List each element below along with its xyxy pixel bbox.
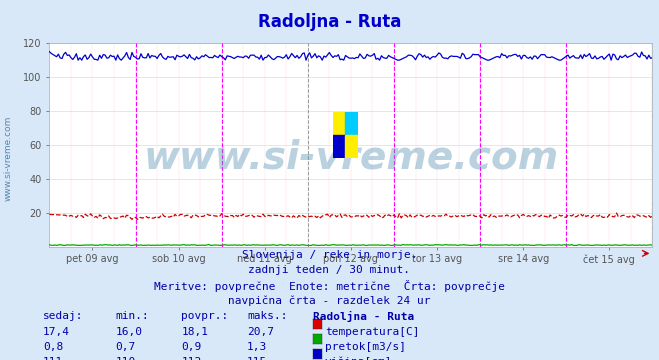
Text: 17,4: 17,4 <box>43 327 70 337</box>
Text: 110: 110 <box>115 357 136 360</box>
Text: 20,7: 20,7 <box>247 327 274 337</box>
Text: 111: 111 <box>43 357 63 360</box>
Text: www.si-vreme.com: www.si-vreme.com <box>4 116 13 201</box>
Text: temperatura[C]: temperatura[C] <box>325 327 419 337</box>
Bar <box>345 112 358 135</box>
Text: zadnji teden / 30 minut.: zadnji teden / 30 minut. <box>248 265 411 275</box>
Text: Radoljna - Ruta: Radoljna - Ruta <box>258 13 401 31</box>
Text: 0,7: 0,7 <box>115 342 136 352</box>
Text: 112: 112 <box>181 357 202 360</box>
Text: maks.:: maks.: <box>247 311 287 321</box>
Text: Meritve: povprečne  Enote: metrične  Črta: povprečje: Meritve: povprečne Enote: metrične Črta:… <box>154 280 505 292</box>
Bar <box>333 112 345 135</box>
Bar <box>333 135 345 158</box>
Text: Radoljna - Ruta: Radoljna - Ruta <box>313 311 415 323</box>
Text: www.si-vreme.com: www.si-vreme.com <box>143 138 559 176</box>
Text: višina[cm]: višina[cm] <box>325 357 392 360</box>
Text: pretok[m3/s]: pretok[m3/s] <box>325 342 406 352</box>
Text: 0,9: 0,9 <box>181 342 202 352</box>
Text: 1,3: 1,3 <box>247 342 268 352</box>
Text: 16,0: 16,0 <box>115 327 142 337</box>
Text: 18,1: 18,1 <box>181 327 208 337</box>
Text: 115: 115 <box>247 357 268 360</box>
Text: sedaj:: sedaj: <box>43 311 83 321</box>
Text: min.:: min.: <box>115 311 149 321</box>
Text: navpična črta - razdelek 24 ur: navpična črta - razdelek 24 ur <box>228 296 431 306</box>
Text: 0,8: 0,8 <box>43 342 63 352</box>
Text: Slovenija / reke in morje.: Slovenija / reke in morje. <box>242 250 417 260</box>
Text: povpr.:: povpr.: <box>181 311 229 321</box>
Bar <box>345 135 358 158</box>
